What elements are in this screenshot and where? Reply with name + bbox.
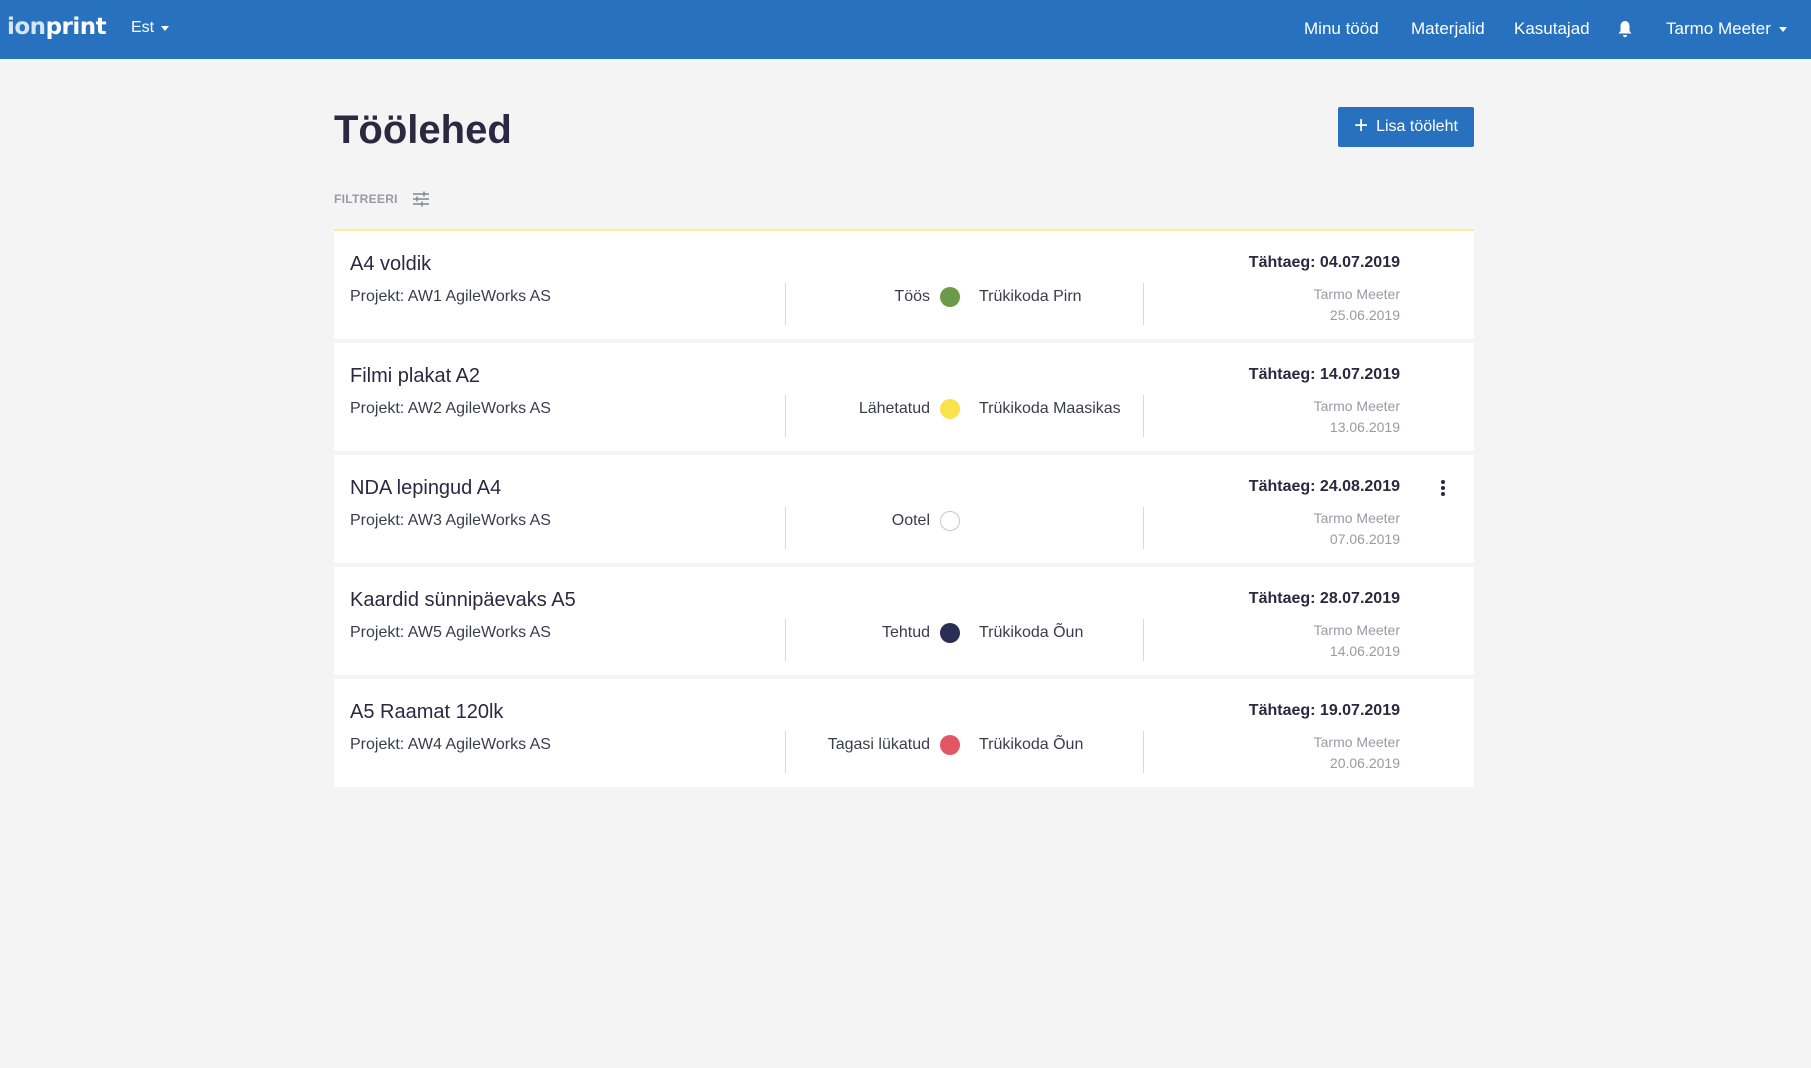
worksheet-deadline: Tähtaeg: 04.07.2019 [1248, 254, 1400, 271]
status-label: Ootel [891, 512, 930, 529]
sliders-icon [412, 191, 429, 207]
bell-icon[interactable] [1617, 20, 1633, 38]
add-worksheet-button[interactable]: + Lisa tööleht [1338, 107, 1474, 147]
status-label: Lähetatud [858, 400, 930, 417]
worksheet-deadline: Tähtaeg: 14.07.2019 [1248, 366, 1400, 383]
logo-print: print [45, 14, 107, 40]
worksheet-created-date: 13.06.2019 [1329, 419, 1400, 435]
status-label: Töös [894, 288, 930, 305]
logo-ion: ion [7, 14, 46, 40]
page-title: Töölehed [334, 108, 512, 152]
worksheet-printer: Trükikoda Õun [979, 736, 1084, 753]
worksheet-created-date: 07.06.2019 [1329, 531, 1400, 547]
worksheet-project: Projekt: AW3 AgileWorks AS [350, 512, 551, 529]
language-dropdown[interactable]: Est [131, 19, 170, 37]
divider [785, 731, 786, 773]
worksheet-card[interactable]: A4 voldik Projekt: AW1 AgileWorks AS Töö… [334, 229, 1474, 339]
divider [785, 619, 786, 661]
divider [785, 283, 786, 325]
worksheet-printer: Trükikoda Õun [979, 624, 1084, 641]
chevron-down-icon [1778, 26, 1787, 32]
worksheet-project: Projekt: AW4 AgileWorks AS [350, 736, 551, 753]
worksheet-card[interactable]: NDA lepingud A4 Projekt: AW3 AgileWorks … [334, 455, 1474, 563]
nav-users[interactable]: Kasutajad [1514, 19, 1590, 38]
worksheet-card[interactable]: Filmi plakat A2 Projekt: AW2 AgileWorks … [334, 343, 1474, 451]
ionprint-logo[interactable]: ionprint [7, 14, 107, 40]
worksheet-title[interactable]: Kaardid sünnipäevaks A5 [350, 589, 576, 611]
status-dot-icon [940, 511, 960, 531]
add-worksheet-label: Lisa tööleht [1376, 118, 1458, 135]
worksheet-author: Tarmo Meeter [1313, 398, 1400, 414]
status-dot-icon [940, 287, 960, 307]
divider [1143, 283, 1144, 325]
worksheet-author: Tarmo Meeter [1313, 622, 1400, 638]
worksheet-title[interactable]: A5 Raamat 120lk [350, 701, 504, 723]
user-menu[interactable]: Tarmo Meeter [1666, 19, 1787, 39]
divider [785, 395, 786, 437]
divider [785, 507, 786, 549]
nav-my-works[interactable]: Minu tööd [1304, 19, 1379, 38]
user-name: Tarmo Meeter [1666, 19, 1771, 38]
worksheet-project: Projekt: AW2 AgileWorks AS [350, 400, 551, 417]
worksheet-created-date: 25.06.2019 [1329, 307, 1400, 323]
chevron-down-icon [161, 25, 170, 31]
filter-toggle[interactable]: FILTREERI [334, 191, 430, 207]
divider [1143, 619, 1144, 661]
divider [1143, 731, 1144, 773]
status-label: Tehtud [881, 624, 930, 641]
plus-icon: + [1354, 112, 1369, 139]
worksheet-status: Töös [894, 287, 960, 307]
worksheet-author: Tarmo Meeter [1313, 510, 1400, 526]
status-dot-icon [940, 623, 960, 643]
status-dot-icon [940, 735, 960, 755]
worksheet-status: Lähetatud [859, 399, 960, 419]
worksheet-project: Projekt: AW5 AgileWorks AS [350, 624, 551, 641]
filter-label: FILTREERI [334, 192, 398, 206]
divider [1143, 395, 1144, 437]
status-label: Tagasi lükatud [827, 736, 930, 753]
top-navbar: ionprint Est Minu tööd Materjalid Kasuta… [0, 0, 1811, 59]
worksheet-author: Tarmo Meeter [1313, 286, 1400, 302]
worksheet-status: Tehtud [882, 623, 960, 643]
worksheet-printer: Trükikoda Pirn [979, 288, 1082, 305]
worksheet-title[interactable]: Filmi plakat A2 [350, 365, 481, 387]
worksheet-deadline: Tähtaeg: 24.08.2019 [1248, 478, 1400, 495]
worksheet-created-date: 14.06.2019 [1329, 643, 1400, 659]
status-dot-icon [940, 399, 960, 419]
worksheet-title[interactable]: A4 voldik [350, 253, 432, 275]
worksheet-list: A4 voldik Projekt: AW1 AgileWorks AS Töö… [334, 229, 1474, 791]
language-label: Est [131, 19, 155, 36]
worksheet-project: Projekt: AW1 AgileWorks AS [350, 288, 551, 305]
worksheet-deadline: Tähtaeg: 28.07.2019 [1248, 590, 1400, 607]
worksheet-author: Tarmo Meeter [1313, 734, 1400, 750]
more-options-icon[interactable] [1440, 479, 1446, 497]
worksheet-status: Ootel [892, 511, 960, 531]
worksheet-printer: Trükikoda Maasikas [979, 400, 1121, 417]
worksheet-card[interactable]: A5 Raamat 120lk Projekt: AW4 AgileWorks … [334, 679, 1474, 787]
nav-materials[interactable]: Materjalid [1411, 19, 1485, 38]
worksheet-card[interactable]: Kaardid sünnipäevaks A5 Projekt: AW5 Agi… [334, 567, 1474, 675]
worksheet-status: Tagasi lükatud [828, 735, 960, 755]
worksheet-title[interactable]: NDA lepingud A4 [350, 477, 502, 499]
worksheet-deadline: Tähtaeg: 19.07.2019 [1248, 702, 1400, 719]
worksheet-created-date: 20.06.2019 [1329, 755, 1400, 771]
divider [1143, 507, 1144, 549]
